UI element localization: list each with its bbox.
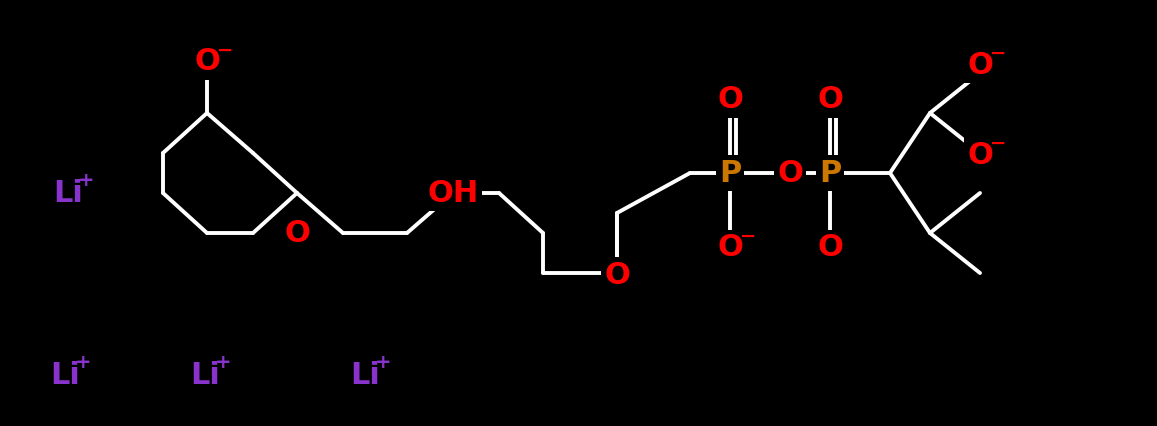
Text: +: + — [75, 354, 91, 372]
Text: O: O — [967, 51, 993, 80]
Text: +: + — [215, 354, 231, 372]
Text: O: O — [717, 86, 743, 115]
Text: Li: Li — [53, 178, 83, 207]
Text: P: P — [718, 158, 742, 187]
Text: OH: OH — [427, 178, 479, 207]
Text: −: − — [989, 133, 1007, 153]
Text: O: O — [285, 219, 310, 248]
Text: Li: Li — [351, 360, 379, 389]
Text: +: + — [375, 354, 391, 372]
Text: −: − — [739, 227, 757, 245]
Text: O: O — [778, 158, 803, 187]
Text: O: O — [817, 233, 843, 262]
Text: O: O — [817, 86, 843, 115]
Text: −: − — [216, 40, 234, 60]
Text: −: − — [989, 43, 1007, 63]
Text: O: O — [604, 261, 629, 290]
Text: O: O — [194, 48, 220, 77]
Text: Li: Li — [190, 360, 220, 389]
Text: Li: Li — [50, 360, 80, 389]
Text: O: O — [717, 233, 743, 262]
Text: +: + — [78, 172, 94, 190]
Text: O: O — [967, 141, 993, 170]
Text: P: P — [819, 158, 841, 187]
